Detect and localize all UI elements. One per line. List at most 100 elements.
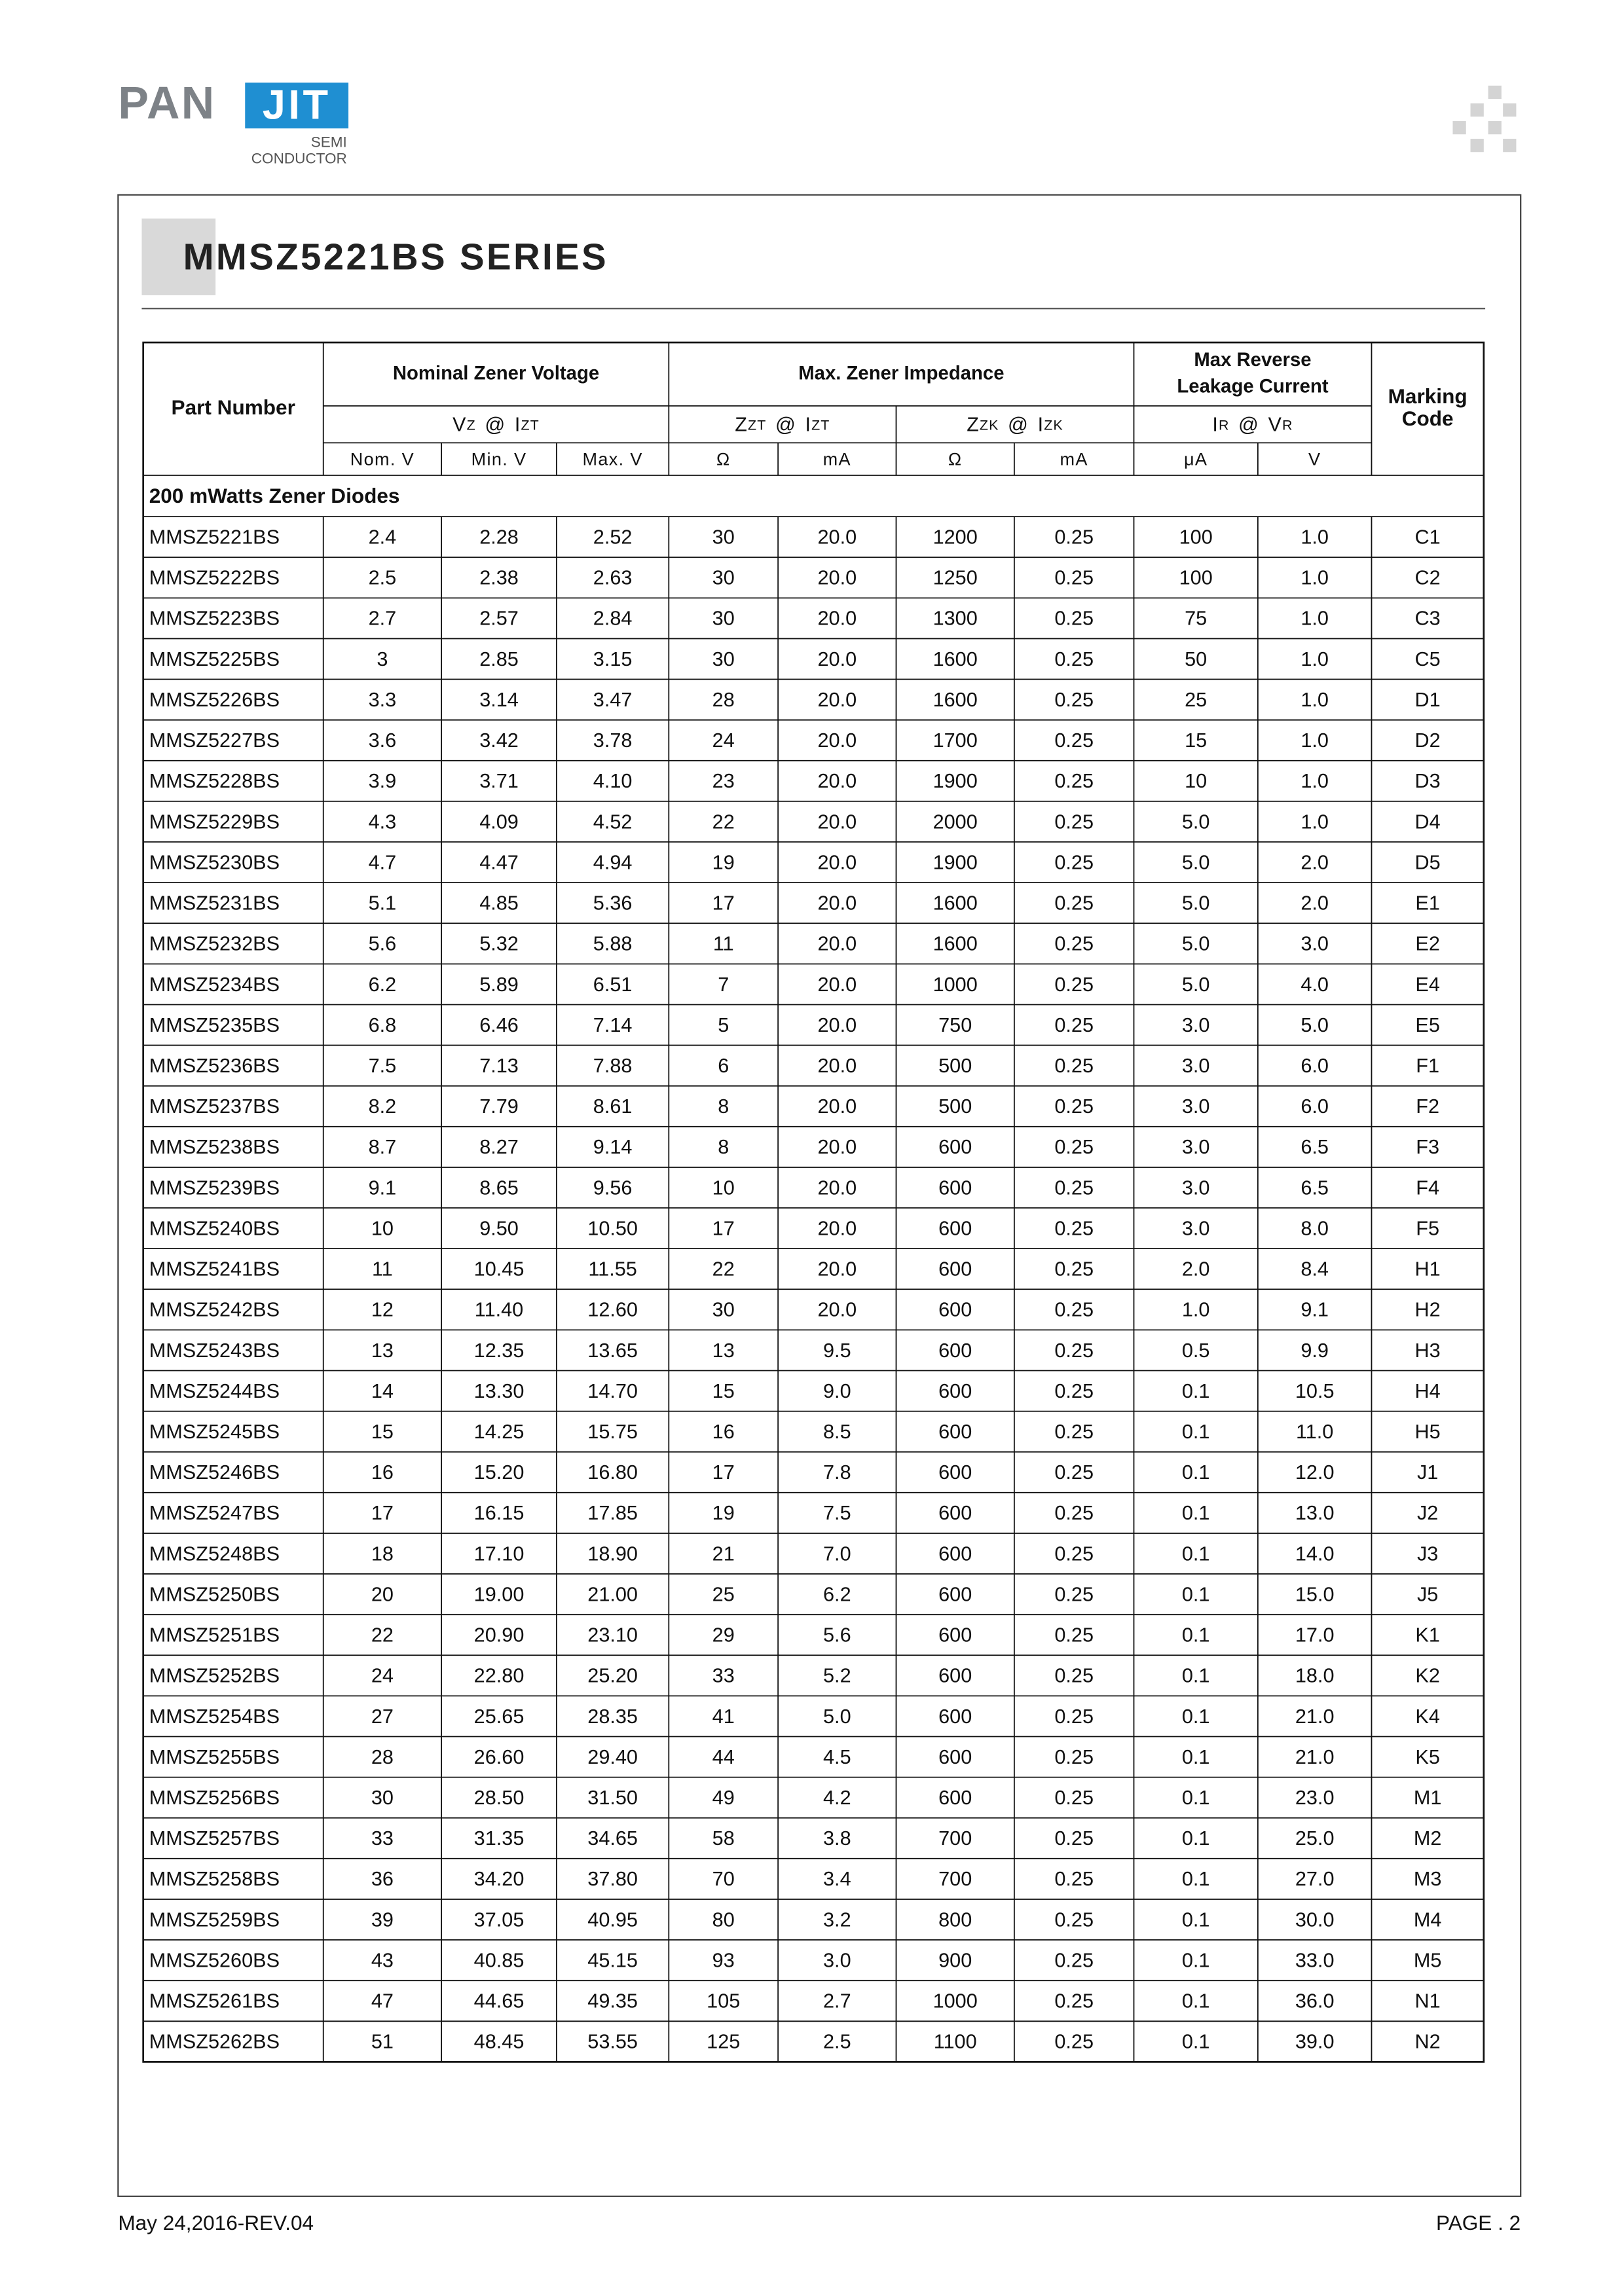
table-cell: 0.25 bbox=[1054, 851, 1094, 873]
part-number: MMSZ5227BS bbox=[149, 729, 280, 752]
parameter-part: Z bbox=[467, 417, 476, 433]
table-cell: 0.1 bbox=[1182, 1583, 1210, 1605]
table-cell: 40.85 bbox=[474, 1949, 525, 1971]
table-cell: 2.63 bbox=[593, 567, 633, 589]
parameter-part: I bbox=[1038, 413, 1044, 435]
table-cell: 1600 bbox=[933, 689, 978, 711]
table-cell: 0.25 bbox=[1054, 1136, 1094, 1158]
table-cell: 12.35 bbox=[474, 1339, 525, 1362]
table-cell: 0.25 bbox=[1054, 1827, 1094, 1850]
table-cell: 0.1 bbox=[1182, 1827, 1210, 1850]
table-cell: 6.0 bbox=[1301, 1095, 1329, 1118]
table-cell: 13 bbox=[371, 1339, 394, 1362]
table-cell: 3.47 bbox=[593, 689, 633, 711]
table-cell: 5.0 bbox=[1182, 974, 1210, 996]
table-cell: 27 bbox=[371, 1705, 394, 1728]
table-cell: 25 bbox=[712, 1583, 735, 1605]
unit-header: Nom. V bbox=[350, 450, 415, 469]
table-cell: 0.25 bbox=[1054, 1624, 1094, 1647]
table-cell: 20 bbox=[371, 1583, 394, 1605]
table-cell: K1 bbox=[1415, 1624, 1440, 1647]
table-cell: 16 bbox=[712, 1421, 735, 1443]
table-cell: 2.85 bbox=[479, 648, 519, 670]
table-cell: 24 bbox=[371, 1665, 394, 1687]
part-number: MMSZ5237BS bbox=[149, 1095, 280, 1118]
part-number: MMSZ5246BS bbox=[149, 1461, 280, 1484]
table-cell: 5.6 bbox=[823, 1624, 851, 1647]
part-number: MMSZ5252BS bbox=[149, 1665, 280, 1687]
table-cell: 12 bbox=[371, 1299, 394, 1321]
table-cell: 0.1 bbox=[1182, 1705, 1210, 1728]
unit-header: Max. V bbox=[582, 450, 642, 469]
table-cell: 1000 bbox=[933, 1990, 978, 2013]
table-cell: 16.15 bbox=[474, 1502, 525, 1524]
table-cell: 20.0 bbox=[817, 648, 857, 670]
table-cell: 0.25 bbox=[1054, 729, 1094, 752]
part-number: MMSZ5230BS bbox=[149, 851, 280, 873]
group-header: Max. Zener Impedance bbox=[798, 362, 1004, 384]
table-cell: 4.10 bbox=[593, 770, 633, 792]
table-cell: 1.0 bbox=[1301, 770, 1329, 792]
table-cell: 80 bbox=[712, 1908, 735, 1931]
table-cell: 4.94 bbox=[593, 851, 633, 873]
group-header: Nominal Zener Voltage bbox=[393, 362, 599, 384]
table-cell: 7.5 bbox=[369, 1055, 397, 1077]
table-cell: 0.25 bbox=[1054, 1176, 1094, 1199]
part-number: MMSZ5234BS bbox=[149, 974, 280, 996]
table-cell: 2.7 bbox=[823, 1990, 851, 2013]
table-cell: 2.7 bbox=[369, 608, 397, 630]
part-number: MMSZ5250BS bbox=[149, 1583, 280, 1605]
table-cell: D3 bbox=[1415, 770, 1441, 792]
table-cell: 20.0 bbox=[817, 1055, 857, 1077]
unit-header: V bbox=[1308, 450, 1321, 469]
table-cell: 30 bbox=[712, 648, 735, 670]
part-number: MMSZ5241BS bbox=[149, 1258, 280, 1281]
table-cell: F1 bbox=[1416, 1055, 1439, 1077]
part-number: MMSZ5229BS bbox=[149, 811, 280, 833]
table-cell: 17 bbox=[371, 1502, 394, 1524]
table-cell: 6.51 bbox=[593, 974, 633, 996]
table-cell: N1 bbox=[1415, 1990, 1441, 2013]
logo-conductor: CONDUCTOR bbox=[251, 150, 347, 166]
part-number: MMSZ5245BS bbox=[149, 1421, 280, 1443]
table-cell: 16.80 bbox=[587, 1461, 638, 1484]
table-cell: 36 bbox=[371, 1868, 394, 1890]
table-cell: D1 bbox=[1415, 689, 1441, 711]
unit-header: Ω bbox=[716, 450, 731, 469]
table-cell: 5 bbox=[718, 1014, 729, 1036]
footer-date: May 24,2016-REV.04 bbox=[118, 2211, 314, 2234]
table-cell: 2.57 bbox=[479, 608, 519, 630]
table-cell: 30.0 bbox=[1295, 1908, 1335, 1931]
table-cell: 20.0 bbox=[817, 608, 857, 630]
part-number: MMSZ5222BS bbox=[149, 567, 280, 589]
table-cell: C1 bbox=[1415, 526, 1441, 549]
unit-header: Ω bbox=[948, 450, 963, 469]
table-cell: M1 bbox=[1414, 1787, 1442, 1809]
part-number: MMSZ5261BS bbox=[149, 1990, 280, 2013]
table-cell: 1900 bbox=[933, 851, 978, 873]
table-cell: 0.1 bbox=[1182, 1746, 1210, 1768]
table-cell: 0.1 bbox=[1182, 1624, 1210, 1647]
logo-pan: PAN bbox=[118, 77, 215, 128]
table-cell: 10.5 bbox=[1295, 1380, 1335, 1402]
parameter-part: Z bbox=[967, 413, 980, 435]
table-cell: 1.0 bbox=[1301, 526, 1329, 549]
table-cell: 20.0 bbox=[817, 1217, 857, 1239]
table-cell: E2 bbox=[1415, 933, 1440, 955]
table-cell: 3.15 bbox=[593, 648, 633, 670]
part-number: MMSZ5239BS bbox=[149, 1176, 280, 1199]
group-header: Max Reverse bbox=[1194, 349, 1311, 371]
table-cell: 14.25 bbox=[474, 1421, 525, 1443]
table-cell: 0.25 bbox=[1054, 1299, 1094, 1321]
table-cell: 2.0 bbox=[1182, 1258, 1210, 1281]
table-cell: 0.25 bbox=[1054, 933, 1094, 955]
table-cell: 600 bbox=[938, 1624, 972, 1647]
table-cell: 25.20 bbox=[587, 1665, 638, 1687]
table-cell: M2 bbox=[1414, 1827, 1442, 1850]
table-cell: 7.13 bbox=[479, 1055, 519, 1077]
part-number: MMSZ5225BS bbox=[149, 648, 280, 670]
table-cell: D5 bbox=[1415, 851, 1441, 873]
table-cell: H4 bbox=[1415, 1380, 1441, 1402]
table-cell: 10.50 bbox=[587, 1217, 638, 1239]
table-cell: 20.0 bbox=[817, 1136, 857, 1158]
